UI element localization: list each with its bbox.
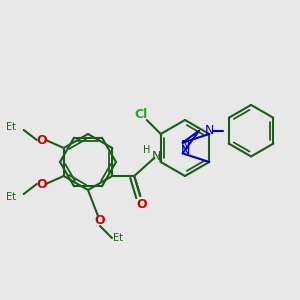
Text: Et: Et <box>6 122 16 132</box>
Text: N: N <box>204 124 214 137</box>
Text: Et: Et <box>6 192 16 202</box>
Text: H: H <box>142 145 150 155</box>
Text: O: O <box>95 214 105 226</box>
Text: Et: Et <box>113 233 123 243</box>
Text: Cl: Cl <box>134 107 147 121</box>
Text: O: O <box>136 197 147 211</box>
Text: O: O <box>36 134 47 146</box>
Text: O: O <box>36 178 47 190</box>
Text: N: N <box>152 149 161 163</box>
Text: N: N <box>181 144 190 157</box>
Text: N: N <box>181 139 190 152</box>
